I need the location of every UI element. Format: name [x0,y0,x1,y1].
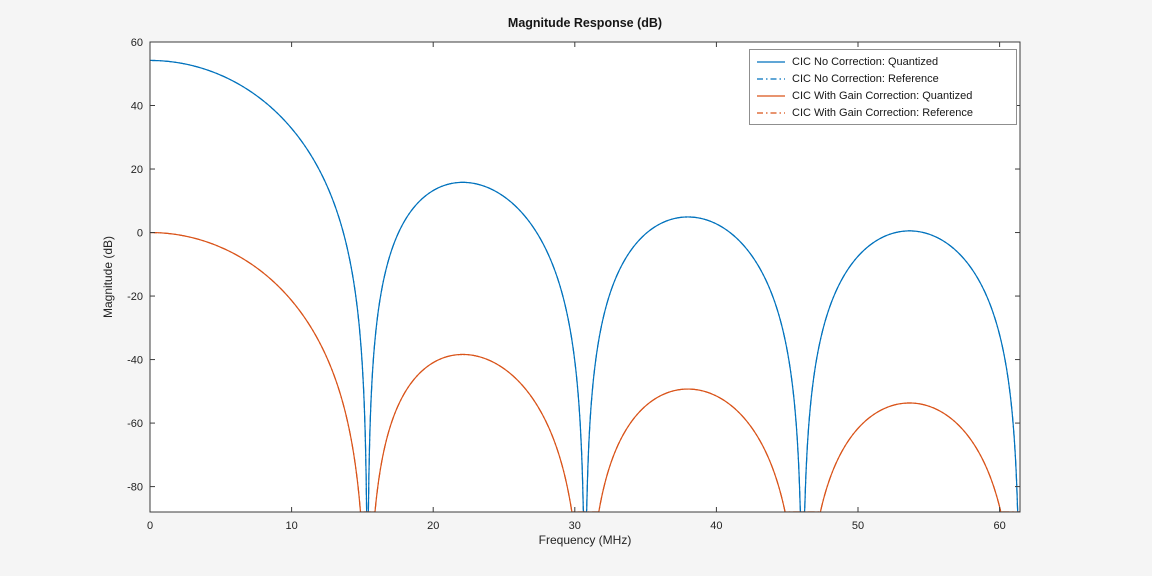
legend-item: CIC No Correction: Reference [754,70,1012,87]
y-tick-label: 0 [137,228,143,240]
legend-item: CIC No Correction: Quantized [754,53,1012,70]
y-tick-label: -80 [127,482,143,494]
legend-item-label: CIC With Gain Correction: Reference [792,106,973,119]
legend-line-sample-solid-orange [757,94,785,97]
curves-group [150,59,1020,512]
y-tick-label: 20 [131,164,143,176]
y-tick-label: 60 [131,37,143,49]
legend-item: CIC With Gain Correction: Reference [754,104,1012,121]
legend-line-sample-solid-blue [757,60,785,63]
x-axis-label: Frequency (MHz) [538,533,632,547]
curve-cic-with-gain-correction-quantized [150,231,1020,512]
axes-box [149,41,1021,513]
legend-line-sample-dashdot-orange [757,111,785,114]
legend-item-label: CIC With Gain Correction: Quantized [792,89,973,102]
legend[interactable]: CIC No Correction: Quantized CIC No Corr… [749,49,1017,125]
legend-item-label: CIC No Correction: Reference [792,72,939,85]
legend-line-sample-dashdot-blue [757,77,785,80]
x-tick-label: 30 [569,520,581,532]
y-tick-label: 40 [131,101,143,113]
legend-item-label: CIC No Correction: Quantized [792,55,939,68]
x-tick-label: 50 [852,520,864,532]
y-tick-label: -60 [127,418,143,430]
x-tick-label: 20 [427,520,439,532]
y-axis-label: Magnitude (dB) [101,235,115,319]
curve-cic-no-correction-quantized [150,59,1020,512]
legend-item: CIC With Gain Correction: Quantized [754,87,1012,104]
chart-title: Magnitude Response (dB) [507,16,663,30]
x-tick-label: 10 [285,520,297,532]
x-tick-label: 40 [710,520,722,532]
y-tick-label: -20 [127,291,143,303]
x-tick-label: 60 [993,520,1005,532]
y-tick-label: -40 [127,355,143,367]
x-tick-label: 0 [147,520,153,532]
